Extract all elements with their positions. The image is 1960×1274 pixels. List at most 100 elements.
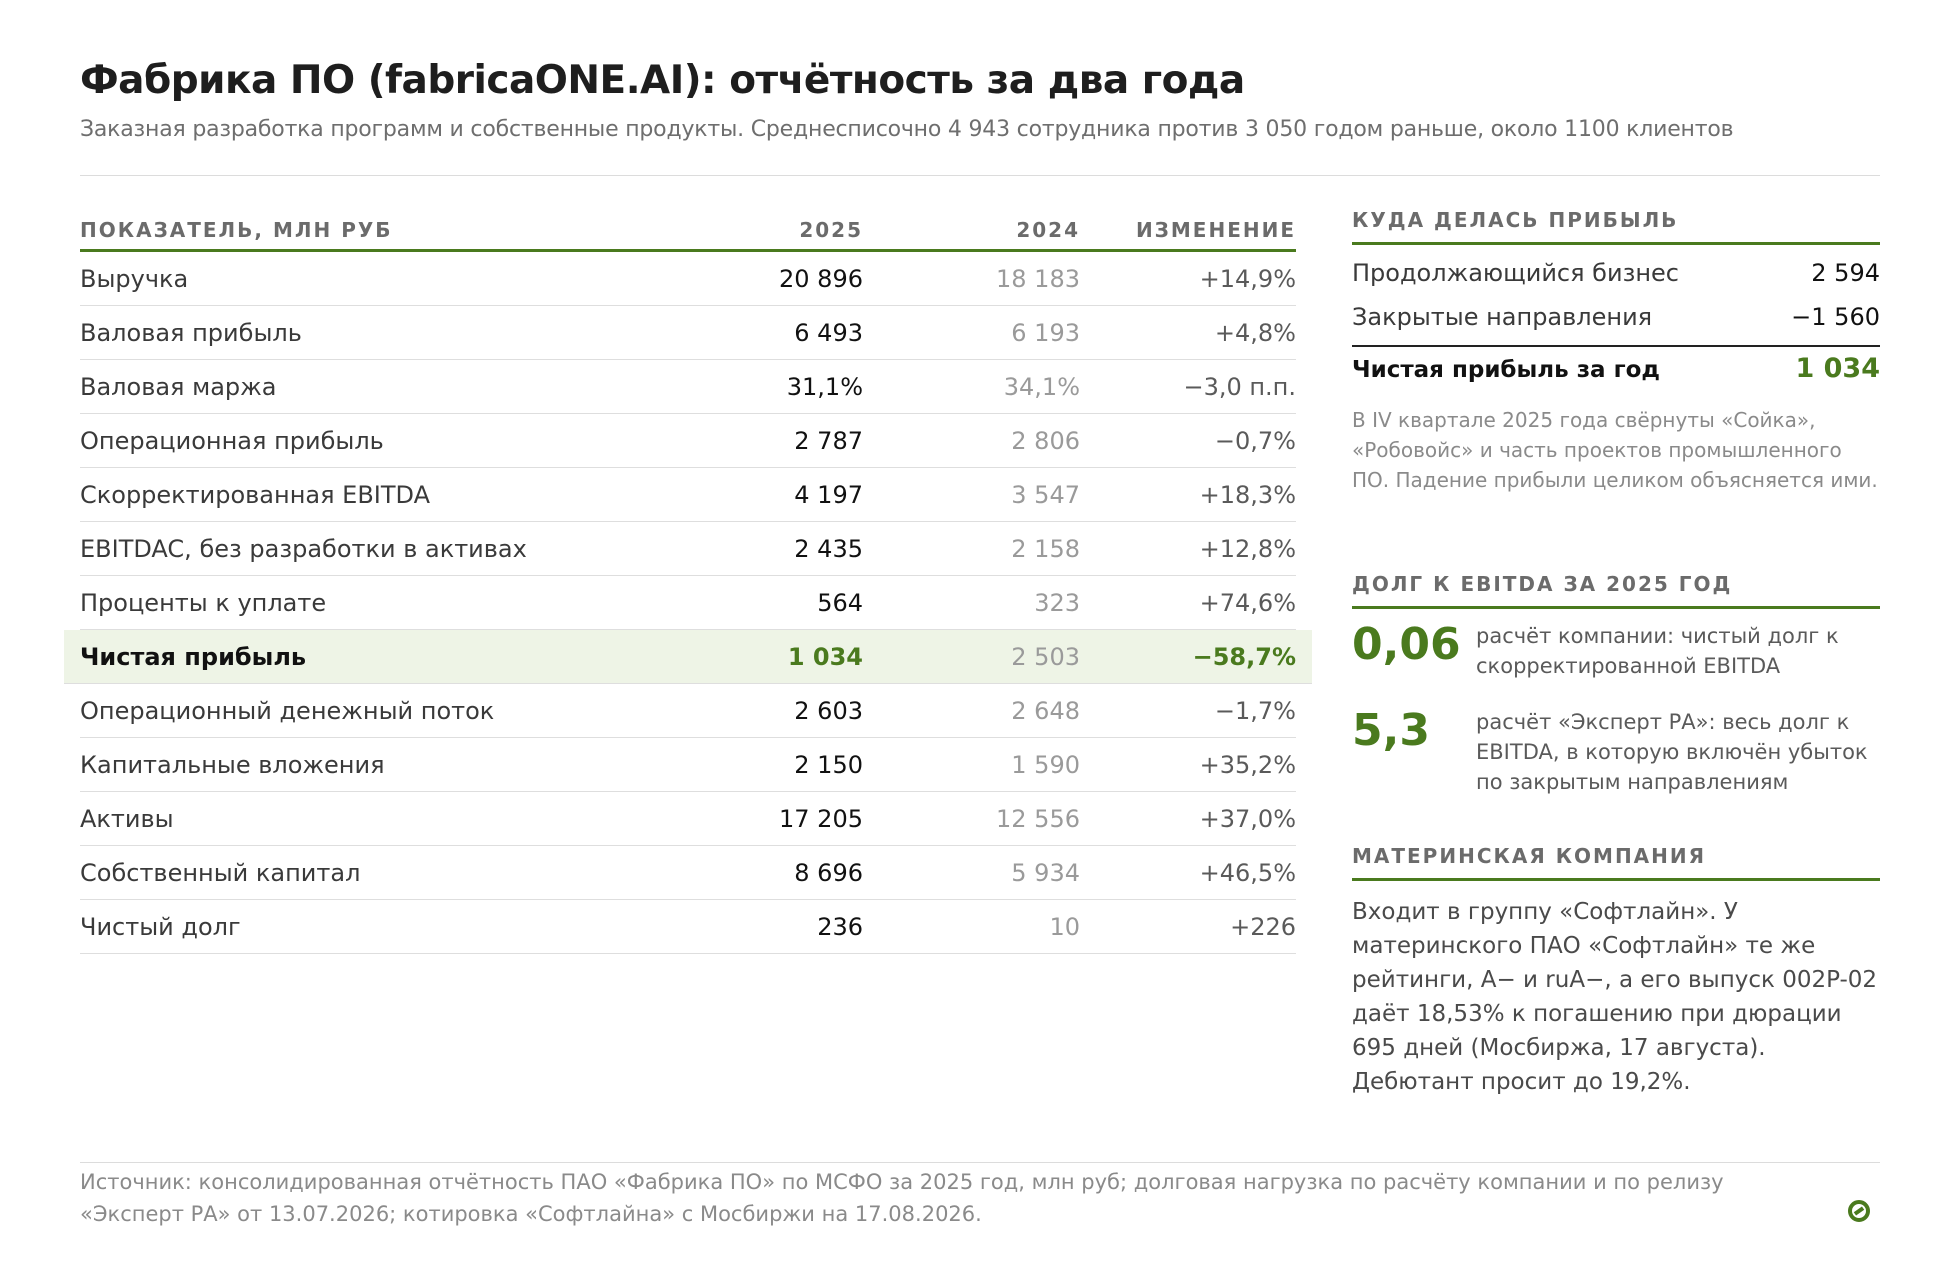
debt-ebitda-panel: ДОЛГ К EBITDA ЗА 2025 ГОД 0,06 расчёт ко… <box>1352 572 1880 794</box>
profit-item-value: 2 594 <box>1811 259 1880 287</box>
value-change: +14,9% <box>1199 265 1296 293</box>
value-change: +46,5% <box>1199 859 1296 887</box>
debt-metric-expert-ra: 5,3 расчёт «Эксперт РА»: весь долг к EBI… <box>1352 705 1880 794</box>
table-row: Собственный капитал 8 696 5 934 +46,5% <box>80 846 1296 900</box>
column-header-2024: 2024 <box>1016 218 1080 242</box>
value-change: +226 <box>1230 913 1296 941</box>
value-2025: 31,1% <box>786 373 863 401</box>
parent-company-text: Входит в группу «Софтлайн». У материнско… <box>1352 899 1878 1095</box>
column-header-2025: 2025 <box>799 218 863 242</box>
debt-metric-description: расчёт «Эксперт РА»: весь долг к EBITDA,… <box>1476 710 1868 794</box>
table-header: ПОКАЗАТЕЛЬ, МЛН РУБ 2025 2024 ИЗМЕНЕНИЕ <box>80 208 1296 252</box>
value-2024: 323 <box>1034 589 1080 617</box>
row-label: Выручка <box>80 265 189 293</box>
profit-item-label: Продолжающийся бизнес <box>1352 259 1679 287</box>
profit-breakdown-heading: КУДА ДЕЛАСЬ ПРИБЫЛЬ <box>1352 208 1880 245</box>
value-change: +35,2% <box>1199 751 1296 779</box>
table-row: Проценты к уплате 564 323 +74,6% <box>80 576 1296 630</box>
table-row: Операционная прибыль 2 787 2 806 −0,7% <box>80 414 1296 468</box>
value-change: −0,7% <box>1214 427 1296 455</box>
value-2025: 2 150 <box>794 751 863 779</box>
table-row: Активы 17 205 12 556 +37,0% <box>80 792 1296 846</box>
value-2024: 2 158 <box>1011 535 1080 563</box>
profit-item-continuing: Продолжающийся бизнес 2 594 <box>1352 249 1880 293</box>
value-2025: 6 493 <box>794 319 863 347</box>
profit-total: Чистая прибыль за год 1 034 <box>1352 345 1880 391</box>
table-row: Скорректированная EBITDA 4 197 3 547 +18,3% <box>80 468 1296 522</box>
debt-metric-value: 0,06 <box>1352 619 1461 670</box>
value-2025: 1 034 <box>787 643 863 671</box>
table-row: Операционный денежный поток 2 603 2 648 −1,… <box>80 684 1296 738</box>
value-2025: 2 787 <box>794 427 863 455</box>
profit-breakdown-panel: КУДА ДЕЛАСЬ ПРИБЫЛЬ Продолжающийся бизне… <box>1352 208 1880 495</box>
value-change: +18,3% <box>1199 481 1296 509</box>
value-2024: 34,1% <box>1003 373 1080 401</box>
table-row: Выручка 20 896 18 183 +14,9% <box>80 252 1296 306</box>
row-label: Капитальные вложения <box>80 751 385 779</box>
row-label: EBITDAC, без разработки в активах <box>80 535 527 563</box>
value-2024: 2 806 <box>1011 427 1080 455</box>
value-change: +74,6% <box>1199 589 1296 617</box>
page-subtitle: Заказная разработка программ и собственн… <box>80 117 1734 142</box>
profit-item-closed: Закрытые направления −1 560 <box>1352 293 1880 337</box>
profit-total-label: Чистая прибыль за год <box>1352 357 1660 383</box>
parent-company-panel: МАТЕРИНСКАЯ КОМПАНИЯ Входит в группу «Со… <box>1352 844 1880 1099</box>
row-label: Скорректированная EBITDA <box>80 481 431 509</box>
value-2024: 3 547 <box>1011 481 1080 509</box>
table-row: EBITDAC, без разработки в активах 2 435 2 … <box>80 522 1296 576</box>
value-2024: 1 590 <box>1011 751 1080 779</box>
column-header-change: ИЗМЕНЕНИЕ <box>1135 218 1296 242</box>
row-label: Проценты к уплате <box>80 589 327 617</box>
table-row: Чистая прибыль 1 034 2 503 −58,7% <box>64 630 1312 684</box>
value-change: −3,0 п.п. <box>1183 373 1296 401</box>
profit-item-label: Закрытые направления <box>1352 303 1653 331</box>
row-label: Валовая прибыль <box>80 319 302 347</box>
value-2024: 10 <box>1049 913 1080 941</box>
value-2025: 4 197 <box>794 481 863 509</box>
debt-ebitda-heading: ДОЛГ К EBITDA ЗА 2025 ГОД <box>1352 572 1880 609</box>
table-row: Валовая прибыль 6 493 6 193 +4,8% <box>80 306 1296 360</box>
value-change: +37,0% <box>1199 805 1296 833</box>
value-2024: 12 556 <box>996 805 1080 833</box>
value-2024: 2 503 <box>1011 643 1080 671</box>
column-header-indicator: ПОКАЗАТЕЛЬ, МЛН РУБ <box>80 218 393 242</box>
row-label: Собственный капитал <box>80 859 361 887</box>
value-change: +4,8% <box>1214 319 1296 347</box>
value-2024: 6 193 <box>1011 319 1080 347</box>
debt-metric-value: 5,3 <box>1352 705 1430 756</box>
row-label: Валовая маржа <box>80 373 277 401</box>
value-change: +12,8% <box>1199 535 1296 563</box>
value-2025: 2 603 <box>794 697 863 725</box>
profit-item-value: −1 560 <box>1791 303 1880 331</box>
value-2025: 236 <box>817 913 863 941</box>
source-note: Источник: консолидированная отчётность П… <box>80 1170 1724 1226</box>
footer-divider <box>80 1162 1880 1163</box>
value-2024: 5 934 <box>1011 859 1080 887</box>
debt-metric-company: 0,06 расчёт компании: чистый долг к скор… <box>1352 619 1880 705</box>
debt-metric-description: расчёт компании: чистый долг к скорректи… <box>1476 624 1839 678</box>
value-change: −1,7% <box>1214 697 1296 725</box>
value-2024: 18 183 <box>996 265 1080 293</box>
value-2025: 564 <box>817 589 863 617</box>
row-label: Операционная прибыль <box>80 427 384 455</box>
row-label: Чистая прибыль <box>80 643 307 671</box>
row-label: Операционный денежный поток <box>80 697 495 725</box>
row-label: Чистый долг <box>80 913 241 941</box>
parent-company-heading: МАТЕРИНСКАЯ КОМПАНИЯ <box>1352 844 1880 881</box>
value-change: −58,7% <box>1192 643 1296 671</box>
header-divider <box>80 175 1880 176</box>
value-2025: 17 205 <box>779 805 863 833</box>
value-2025: 2 435 <box>794 535 863 563</box>
table-row: Чистый долг 236 10 +226 <box>80 900 1296 954</box>
profit-note: В IV квартале 2025 года свёрнуты «Сойка»… <box>1352 408 1878 492</box>
profit-total-value: 1 034 <box>1795 353 1880 384</box>
value-2025: 20 896 <box>779 265 863 293</box>
value-2024: 2 648 <box>1011 697 1080 725</box>
financials-table: ПОКАЗАТЕЛЬ, МЛН РУБ 2025 2024 ИЗМЕНЕНИЕ … <box>64 208 1312 954</box>
row-label: Активы <box>80 805 174 833</box>
value-2025: 8 696 <box>794 859 863 887</box>
table-row: Валовая маржа 31,1% 34,1% −3,0 п.п. <box>80 360 1296 414</box>
brand-logo-icon <box>1848 1200 1870 1222</box>
table-row: Капитальные вложения 2 150 1 590 +35,2% <box>80 738 1296 792</box>
page-title: Фабрика ПО (fabricaONE.AI): отчётность з… <box>80 58 1245 103</box>
